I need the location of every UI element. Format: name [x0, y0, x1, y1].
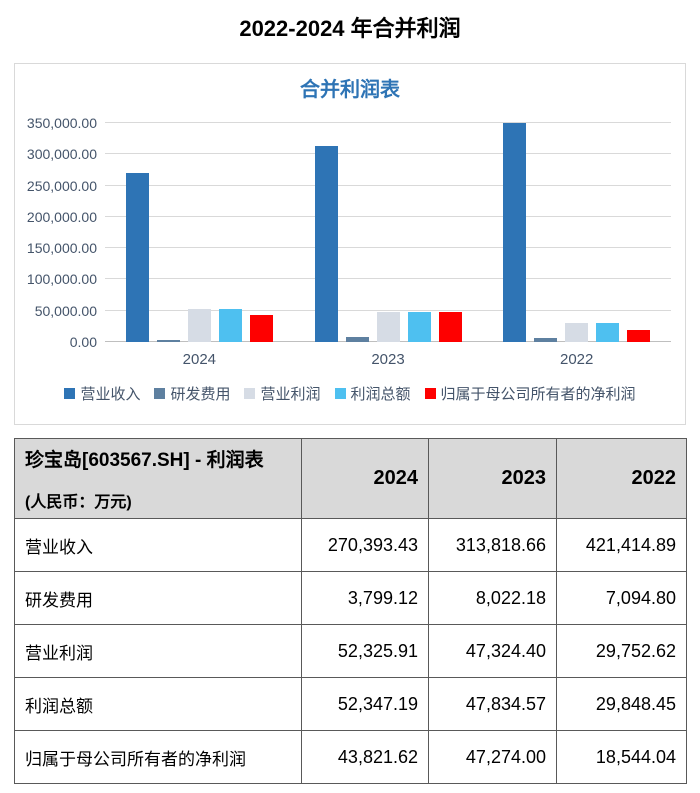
- x-axis-label: 2024: [182, 351, 217, 368]
- x-axis-label: 2022: [559, 351, 594, 368]
- row-value: 18,544.04: [556, 730, 687, 784]
- chart-bar: [627, 330, 651, 342]
- row-label: 营业利润: [14, 624, 302, 678]
- row-value: 421,414.89: [556, 518, 687, 572]
- income-statement-table: 珍宝岛[603567.SH] - 利润表 (人民币：万元) 2024 2023 20…: [14, 438, 687, 784]
- chart-bar: [125, 172, 149, 342]
- chart-title: 合并利润表: [300, 79, 400, 101]
- chart-bar: [534, 337, 558, 342]
- row-value: 47,834.57: [428, 677, 557, 731]
- legend-swatch-icon: [424, 388, 436, 399]
- plot: [105, 122, 671, 342]
- gridline: [105, 184, 671, 186]
- table-row: 营业收入 270,393.43 313,818.66 421,414.89: [14, 518, 687, 572]
- table-row: 研发费用 3,799.12 8,022.18 7,094.80: [14, 571, 687, 625]
- chart-bar: [407, 312, 431, 342]
- chart-bar: [438, 312, 462, 342]
- row-value: 52,347.19: [301, 677, 429, 731]
- gridline: [105, 278, 671, 280]
- row-value: 29,752.62: [556, 624, 687, 678]
- table-row: 归属于母公司所有者的净利润 43,821.62 47,274.00 18,544.04: [14, 730, 687, 784]
- chart-bar: [187, 309, 211, 342]
- gridline: [105, 215, 671, 217]
- table-title: 珍宝岛[603567.SH] - 利润表: [25, 450, 264, 471]
- bar-groups: [105, 123, 671, 342]
- row-label: 利润总额: [14, 677, 302, 731]
- row-label: 研发费用: [14, 571, 302, 625]
- y-tick-label: 0.00: [69, 334, 97, 350]
- chart-legend: 营业收入 研发费用 营业利润 利润总额 归属于母公司所有者的净利润: [15, 383, 685, 404]
- chart-bar: [565, 323, 589, 342]
- row-value: 270,393.43: [301, 518, 429, 572]
- chart-bar: [503, 123, 527, 342]
- chart-bar: [314, 145, 338, 342]
- legend-swatch-icon: [244, 388, 256, 399]
- chart-bar: [596, 323, 620, 342]
- table-body: 营业收入 270,393.43 313,818.66 421,414.89 研发费用 3,…: [14, 518, 687, 784]
- table-row: 营业利润 52,325.91 47,324.40 29,752.62: [14, 624, 687, 678]
- y-tick-label: 100,000.00: [26, 271, 97, 288]
- row-value: 8,022.18: [428, 571, 557, 625]
- chart-bar: [376, 312, 400, 342]
- legend-label: 利润总额: [350, 386, 411, 403]
- legend-label: 研发费用: [170, 386, 231, 403]
- chart-bar: [156, 339, 180, 342]
- chart-bar: [345, 336, 369, 342]
- legend-item: 营业利润: [244, 383, 321, 404]
- x-axis-label: 2023: [371, 351, 405, 368]
- gridline: [105, 153, 671, 155]
- legend-item: 营业收入: [64, 383, 140, 404]
- legend-label: 归属于母公司所有者的净利润: [440, 386, 636, 403]
- gridline: [105, 122, 671, 123]
- bar-group-2024: [105, 123, 294, 342]
- legend-swatch-icon: [334, 388, 346, 399]
- y-tick-label: 300,000.00: [26, 146, 97, 163]
- x-axis-labels: 2024 2023 2022: [105, 351, 685, 368]
- table-row: 利润总额 52,347.19 47,834.57 29,848.45: [14, 677, 687, 731]
- row-value: 313,818.66: [428, 518, 557, 572]
- y-tick-label: 50,000.00: [34, 302, 97, 319]
- gridline: [105, 247, 671, 249]
- legend-swatch-icon: [64, 388, 76, 399]
- chart-card: 合并利润表 0.00 50,000.00 100,000.00 150,000.00 2…: [14, 63, 686, 425]
- legend-label: 营业利润: [260, 386, 321, 403]
- table-title-cell: 珍宝岛[603567.SH] - 利润表 (人民币：万元): [14, 438, 302, 519]
- chart-bar: [218, 309, 242, 342]
- chart-plot-area: 0.00 50,000.00 100,000.00 150,000.00 200,000…: [15, 115, 685, 350]
- y-axis: 0.00 50,000.00 100,000.00 150,000.00 200,000…: [15, 115, 105, 350]
- column-header-2022: 2022: [556, 438, 687, 519]
- column-header-2023: 2023: [428, 438, 557, 519]
- row-value: 47,324.40: [428, 624, 557, 678]
- y-tick-label: 150,000.00: [26, 240, 97, 257]
- row-label: 归属于母公司所有者的净利润: [14, 730, 302, 784]
- row-value: 7,094.80: [556, 571, 687, 625]
- row-value: 3,799.12: [301, 571, 429, 625]
- legend-item: 研发费用: [154, 383, 230, 404]
- chart-bar: [249, 314, 273, 342]
- y-tick-label: 350,000.00: [26, 115, 97, 131]
- page-title: 2022-2024 年合并利润: [239, 16, 461, 41]
- bar-group-2023: [294, 123, 483, 342]
- bar-group-2022: [482, 123, 671, 342]
- row-label: 营业收入: [14, 518, 302, 572]
- y-tick-label: 250,000.00: [26, 177, 97, 194]
- legend-item: 归属于母公司所有者的净利润: [424, 383, 636, 404]
- gridline: [105, 309, 671, 311]
- legend-swatch-icon: [154, 388, 166, 399]
- row-value: 52,325.91: [301, 624, 429, 678]
- column-header-2024: 2024: [301, 438, 429, 519]
- row-value: 29,848.45: [556, 677, 687, 731]
- y-tick-label: 200,000.00: [26, 208, 97, 225]
- table-header-row: 珍宝岛[603567.SH] - 利润表 (人民币：万元) 2024 2023 20…: [14, 438, 687, 519]
- row-value: 47,274.00: [428, 730, 557, 784]
- legend-item: 利润总额: [334, 383, 411, 404]
- table-currency-unit: (人民币：万元): [25, 494, 132, 511]
- legend-label: 营业收入: [80, 386, 141, 403]
- row-value: 43,821.62: [301, 730, 429, 784]
